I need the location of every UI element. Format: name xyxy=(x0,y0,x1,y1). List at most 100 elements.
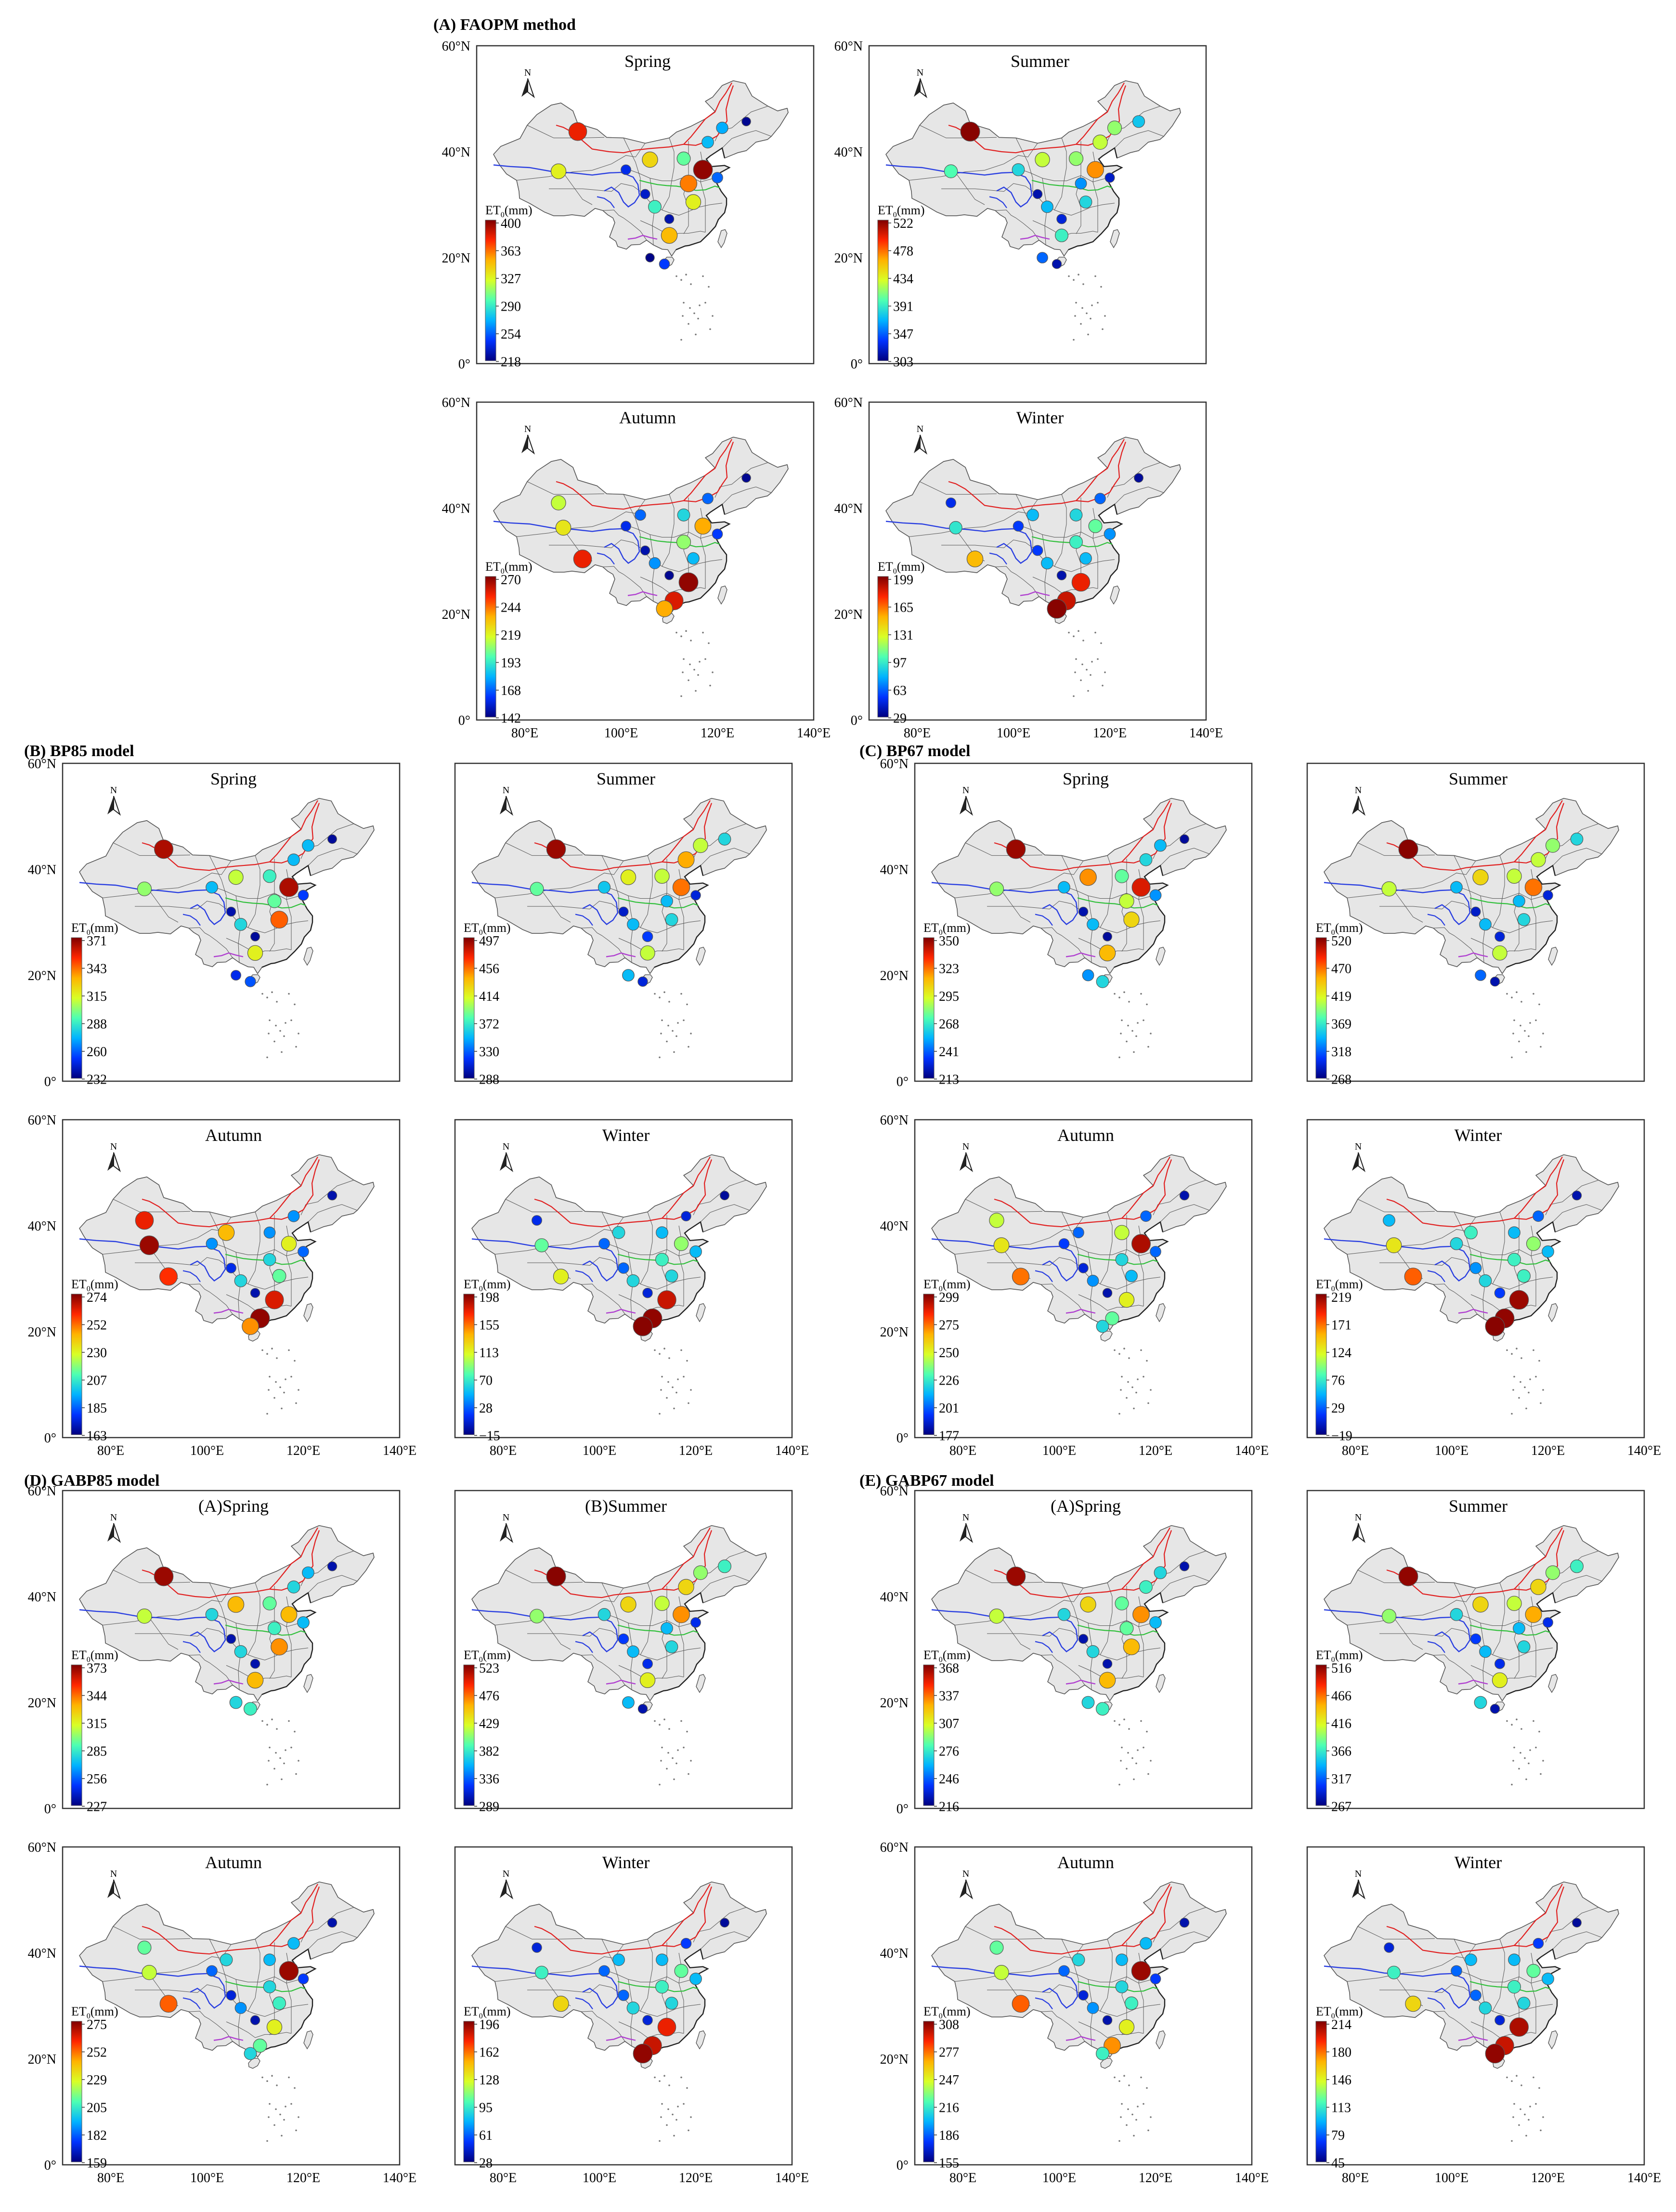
lon-label-g2-right-1: 100°E xyxy=(1435,1443,1468,1458)
lat-label-g1-top-3: 0° xyxy=(44,1074,56,1089)
south-sea-island xyxy=(273,2124,275,2126)
south-sea-island xyxy=(1126,1040,1128,1043)
south-sea-island xyxy=(1147,2129,1149,2132)
south-sea-island xyxy=(690,1760,692,1762)
legend-title: ET0(mm) xyxy=(923,1648,971,1664)
north-arrow-right xyxy=(1358,1152,1366,1172)
south-sea-island xyxy=(690,2116,692,2118)
province-border xyxy=(1433,927,1478,958)
south-sea-island xyxy=(695,333,697,336)
legend-title: ET0(mm) xyxy=(1316,1277,1363,1293)
station-point xyxy=(1479,1274,1492,1287)
legend-colorbar: ET0(mm)350 323 295 268 241 213 xyxy=(923,921,971,1087)
south-sea-island xyxy=(1118,1724,1120,1726)
north-arrow-letter: N xyxy=(110,1141,117,1152)
province-border xyxy=(1433,2011,1478,2042)
colorbar-label: 369 xyxy=(1331,1017,1351,1032)
province-border xyxy=(662,494,675,567)
legend-title-sub: 0 xyxy=(479,2012,483,2020)
station-point xyxy=(689,1973,702,1985)
province-border xyxy=(211,1242,300,1257)
north-arrow-icon: N xyxy=(107,1869,121,1899)
station-point xyxy=(159,1995,178,2013)
province-border xyxy=(640,576,706,593)
north-arrow-letter: N xyxy=(503,1512,509,1523)
blue-division-branch xyxy=(989,196,1007,209)
legend-title-main: ET xyxy=(878,203,893,217)
legend-colorbar: ET0(mm)299 275 250 226 201 177 xyxy=(923,1277,971,1444)
station-point xyxy=(598,1965,610,1977)
south-sea-island xyxy=(1529,1378,1531,1380)
province-border xyxy=(581,2011,625,2042)
lon-label-a-right-0: 80°E xyxy=(904,726,931,741)
station-point xyxy=(1035,152,1050,168)
station-point xyxy=(1102,2015,1113,2025)
station-point xyxy=(657,2017,676,2037)
lat-label-g2-bottom-2: 20°N xyxy=(880,1325,909,1340)
south-sea-island xyxy=(667,1024,669,1027)
purple-division-line xyxy=(213,1309,244,1314)
province-border xyxy=(1018,524,1107,539)
station-point xyxy=(1386,1237,1402,1254)
purple-division-line xyxy=(1065,1679,1096,1685)
south-sea-island xyxy=(680,279,682,281)
lat-label-a-top-right-3: 0° xyxy=(851,357,863,372)
station-point xyxy=(1115,1596,1129,1610)
south-sea-island xyxy=(273,1397,275,1399)
south-sea-island xyxy=(689,663,691,666)
blue-division-branch xyxy=(1035,1270,1053,1283)
south-sea-island xyxy=(1520,1001,1522,1003)
station-point xyxy=(1507,1253,1521,1267)
station-point xyxy=(716,121,728,134)
station-point xyxy=(546,1566,566,1586)
blue-division-line xyxy=(931,1609,1078,1652)
north-arrow-letter: N xyxy=(962,785,969,796)
station-point xyxy=(1398,1566,1418,1586)
station-point xyxy=(1513,1622,1525,1635)
station-point xyxy=(234,1645,247,1658)
station-point xyxy=(1118,2019,1135,2035)
coastline xyxy=(1506,1948,1561,2052)
colorbar-label: 76 xyxy=(1331,1374,1345,1388)
station-point xyxy=(690,890,701,901)
red-division-branch xyxy=(1121,1884,1170,1946)
north-arrow-right xyxy=(506,796,514,816)
coastline xyxy=(676,147,731,250)
coastline xyxy=(1114,1592,1169,1695)
station-point xyxy=(327,834,337,844)
station-point xyxy=(1507,1596,1522,1611)
south-sea-island xyxy=(686,2087,688,2089)
station-point xyxy=(1404,1268,1422,1286)
lon-label-g3-right-0: 80°E xyxy=(490,2171,517,2186)
purple-division-line xyxy=(1020,591,1050,596)
station-point xyxy=(327,1918,338,1928)
station-point xyxy=(598,1238,610,1250)
south-sea-island xyxy=(1511,1413,1513,1415)
legend-title-sub: 0 xyxy=(1331,1285,1335,1293)
lon-label-g4-left-0: 80°E xyxy=(949,2171,976,2186)
colorbar-label: 252 xyxy=(87,2045,107,2060)
station-point xyxy=(1492,945,1507,961)
south-sea-island xyxy=(1512,2116,1514,2118)
south-sea-island xyxy=(1118,1783,1120,1786)
map-panel-g4-p2: N Autumn ET0(mm)308 277 247 216 186 155 xyxy=(914,1846,1253,2171)
legend-title-unit: (mm) xyxy=(897,560,925,574)
south-sea-island xyxy=(275,1381,277,1383)
blue-division-branch xyxy=(575,1641,593,1653)
south-sea-island xyxy=(275,2108,277,2110)
south-sea-island xyxy=(1146,2087,1148,2089)
south-sea-island xyxy=(660,1760,662,1762)
legend-colorbar: ET0(mm)373 344 315 285 256 227 xyxy=(71,1648,118,1815)
lon-label-a-right-3: 140°E xyxy=(1189,726,1223,741)
station-point xyxy=(637,1704,648,1714)
province-border xyxy=(625,168,715,183)
province-border xyxy=(308,848,358,866)
station-point xyxy=(1087,161,1104,179)
province-border xyxy=(149,1617,179,1650)
colorbar-label: 288 xyxy=(87,1017,107,1032)
colorbar-label: 205 xyxy=(87,2101,107,2116)
colorbar-label: 177 xyxy=(939,1429,959,1444)
province-border xyxy=(1061,855,1079,909)
north-arrow-icon: N xyxy=(960,785,974,816)
